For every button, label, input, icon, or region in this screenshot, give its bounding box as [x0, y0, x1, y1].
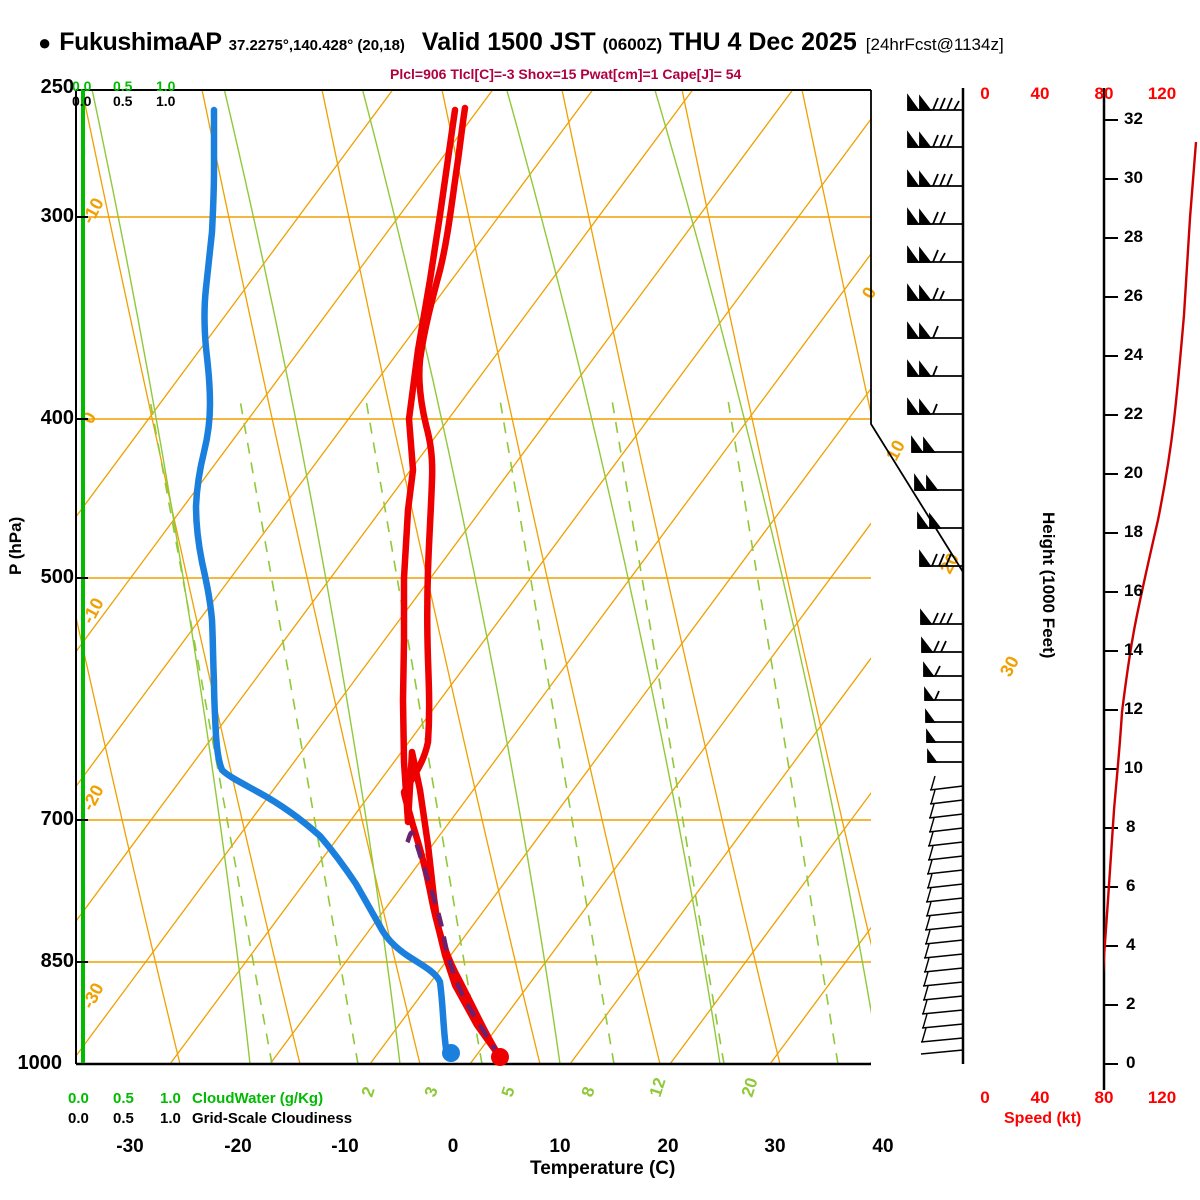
pressure-label-700: 700: [40, 808, 74, 830]
surface-temperature-marker: [491, 1048, 509, 1066]
height-tick-12: 12: [1124, 699, 1143, 718]
pressure-label-1000: 1000: [17, 1052, 63, 1074]
mixing-ratio-lines: [149, 399, 839, 1065]
cloudiness-tick-2: 1.0: [156, 93, 176, 109]
temp-tick--20: -20: [224, 1136, 252, 1157]
pressure-label-500: 500: [40, 566, 74, 588]
speed-tick-bottom-120: 120: [1147, 1088, 1177, 1107]
valid-date: THU 4 Dec 2025: [669, 28, 857, 56]
speed-axis-title: Speed (kt): [1004, 1110, 1082, 1127]
pressure-label-400: 400: [40, 407, 74, 429]
speed-tick-top-40: 40: [1030, 84, 1050, 103]
plot-frame: [75, 89, 871, 1066]
isotherm-lines: [76, 90, 871, 1065]
svg-text:12: 12: [646, 1075, 670, 1099]
speed-tick-top-0: 0: [980, 84, 990, 103]
temp-tick-30: 30: [764, 1136, 786, 1157]
height-tick-26: 26: [1124, 286, 1143, 305]
svg-text:10: 10: [882, 437, 909, 464]
dewpoint-trace: [192, 106, 451, 1059]
svg-text:0: 0: [858, 284, 880, 302]
cloudiness-tick-1: 0.5: [113, 93, 133, 109]
wind-speed-height-curve: [1104, 141, 1198, 974]
surface-dewpoint-marker: [442, 1044, 460, 1062]
height-ticks: [1104, 119, 1118, 1065]
svg-text:3: 3: [421, 1084, 442, 1099]
chart-header: ● FukushimaAP 37.2275°,140.428° (20,18) …: [0, 28, 1200, 62]
speed-tick-bottom-0: 0: [980, 1088, 990, 1107]
temp-tick-0: 0: [447, 1136, 459, 1157]
height-tick-8: 8: [1126, 817, 1136, 836]
cloudwater-tick-1: 0.5: [113, 78, 133, 94]
temp-tick--30: -30: [116, 1136, 144, 1157]
cloudwater-foot-tick-1: 0.5: [113, 1090, 134, 1107]
isobar-lines: [76, 216, 871, 1065]
height-tick-10: 10: [1124, 758, 1143, 777]
skewt-grid: [76, 90, 871, 1065]
valid-time: Valid 1500 JST: [421, 28, 596, 56]
pressure-label-300: 300: [40, 205, 74, 227]
mixing-ratio-value-labels: 2 3 5 8 12 20: [358, 1075, 762, 1099]
height-tick-4: 4: [1126, 935, 1136, 954]
cloudiness-foot-tick-1: 0.5: [113, 1110, 134, 1127]
pressure-label-850: 850: [40, 950, 74, 972]
station-name: FukushimaAP: [59, 28, 222, 56]
temperature-axis-title: Temperature (C): [530, 1158, 676, 1179]
cloudwater-foot-tick-2: 1.0: [160, 1090, 181, 1107]
moist-adiabat-lines: [91, 90, 871, 1065]
speed-tick-top-120: 120: [1147, 84, 1177, 103]
temperature-profile: [400, 104, 504, 1061]
cloudiness-foot-tick-2: 1.0: [160, 1110, 181, 1127]
height-tick-6: 6: [1126, 876, 1136, 895]
cloudiness-tick-0: 0.0: [72, 93, 92, 109]
temperature-trace: [399, 106, 504, 1061]
pressure-label-250: 250: [40, 76, 74, 98]
pressure-ticks: [76, 216, 88, 1065]
speed-tick-bottom-40: 40: [1030, 1088, 1050, 1107]
wind-panel-outline: [870, 90, 964, 1064]
wind-barbs: [907, 93, 964, 1055]
height-tick-2: 2: [1126, 994, 1136, 1013]
temp-tick-20: 20: [657, 1136, 679, 1157]
cloudwater-axis-title: CloudWater (g/Kg): [192, 1090, 324, 1107]
height-tick-18: 18: [1124, 522, 1143, 541]
cloudwater-tick-0: 0.0: [72, 78, 92, 94]
height-tick-24: 24: [1124, 345, 1143, 364]
stability-parameters: Plcl=906 Tlcl[C]=-3 Shox=15 Pwat[cm]=1 C…: [390, 66, 742, 82]
height-tick-28: 28: [1124, 227, 1143, 246]
pressure-axis-title: P (hPa): [6, 516, 25, 575]
height-tick-14: 14: [1124, 640, 1143, 659]
svg-text:20: 20: [738, 1075, 762, 1099]
height-tick-30: 30: [1124, 168, 1143, 187]
height-tick-20: 20: [1124, 463, 1143, 482]
height-tick-16: 16: [1124, 581, 1143, 600]
height-tick-32: 32: [1124, 109, 1143, 128]
svg-text:30: 30: [996, 653, 1023, 680]
wind-barb-panel: [870, 88, 965, 1064]
temp-tick-40: 40: [872, 1136, 894, 1157]
speed-tick-bottom-80: 80: [1094, 1088, 1114, 1107]
station-bullet-icon: ●: [38, 30, 52, 55]
svg-text:2: 2: [358, 1084, 379, 1099]
cloudiness-axis-title: Grid-Scale Cloudiness: [192, 1110, 353, 1127]
svg-text:8: 8: [578, 1084, 599, 1099]
temp-tick-10: 10: [549, 1136, 571, 1157]
parcel-path: [403, 830, 502, 1059]
height-tick-0: 0: [1126, 1053, 1136, 1072]
cloudwater-tick-2: 1.0: [156, 78, 176, 94]
station-coordinates: 37.2275°,140.428° (20,18): [228, 37, 405, 54]
svg-text:5: 5: [498, 1084, 519, 1099]
height-axis-title: Height (1000 Feet): [1039, 512, 1058, 659]
isotherm-value-labels: -10 0 -10 -20 -30 0 10 20 30: [78, 195, 1023, 1012]
dry-adiabat-lines: [76, 90, 871, 1065]
temp-tick--10: -10: [331, 1136, 359, 1157]
speed-tick-top-80: 80: [1094, 84, 1114, 103]
forecast-tag: [24hrFcst@1134z]: [865, 35, 1004, 54]
valid-time-utc: (0600Z): [602, 35, 663, 54]
cloudiness-foot-tick-0: 0.0: [68, 1110, 89, 1127]
cloudwater-foot-tick-0: 0.0: [68, 1090, 89, 1107]
height-tick-22: 22: [1124, 404, 1143, 423]
height-panel: [1102, 88, 1198, 1090]
